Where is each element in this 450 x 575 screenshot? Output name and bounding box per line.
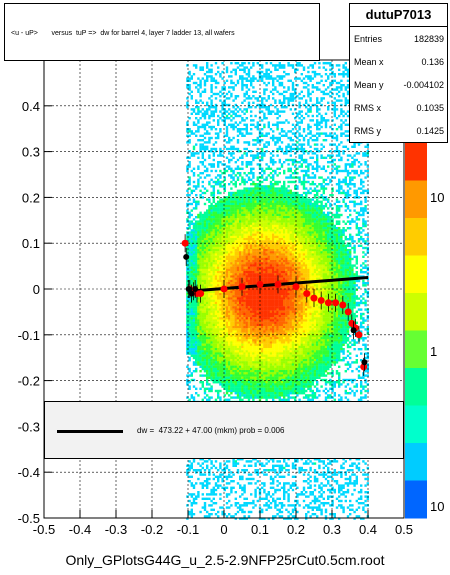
palette-cell [405, 330, 427, 369]
red-profile-point [339, 301, 347, 309]
black-profile-point [361, 359, 368, 366]
palette-cell [405, 143, 427, 181]
x-tick-label: -0.1 [177, 522, 199, 537]
black-profile-point [188, 290, 195, 297]
palette-cell [405, 180, 427, 219]
fit-text: dw = 473.22 + 47.00 (mkm) prob = 0.006 [137, 426, 285, 435]
red-profile-point [292, 283, 300, 291]
palette-cell [405, 443, 427, 481]
black-profile-point [192, 286, 199, 292]
x-tick-label: 0 [220, 522, 227, 537]
x-tick-label: 0.2 [287, 522, 305, 537]
palette-cell [405, 255, 427, 294]
palette-cell [405, 368, 427, 406]
y-tick-label: -0.5 [18, 511, 40, 526]
x-tick-label: -0.2 [141, 522, 163, 537]
y-tick-label: 0.4 [22, 99, 40, 114]
y-tick-label: 0 [33, 282, 40, 297]
stat-label: Mean y [354, 80, 384, 90]
x-tick-label: 0.4 [359, 522, 377, 537]
color-palette [405, 143, 427, 519]
y-tick-label: 0.2 [22, 190, 40, 205]
red-profile-point [197, 290, 205, 298]
red-profile-point [256, 280, 264, 288]
red-profile-point [360, 363, 368, 371]
stat-label: Mean x [354, 57, 384, 67]
x-tick-label: -0.5 [33, 522, 55, 537]
z-tick-label: 1 [430, 344, 437, 359]
red-profile-point [324, 299, 332, 307]
x-tick-label: -0.3 [105, 522, 127, 537]
fit-line-sample [57, 430, 123, 433]
x-tick-label: 0.1 [251, 522, 269, 537]
chart-title: <u - uP> versus tuP => dw for barrel 4, … [11, 30, 235, 37]
z-tick-label: 10 [430, 499, 444, 514]
y-tick-label: -0.4 [18, 465, 40, 480]
palette-cell [405, 218, 427, 256]
red-profile-point [238, 283, 246, 291]
palette-cell [405, 293, 427, 331]
stat-value: 0.1425 [416, 126, 444, 136]
y-tick-label: 0.1 [22, 236, 40, 251]
stat-value: 0.1035 [416, 103, 444, 113]
stats-name: dutuP7013 [350, 4, 447, 27]
red-profile-point [344, 308, 352, 316]
red-profile-point [220, 285, 228, 293]
y-tick-label: -0.3 [18, 419, 40, 434]
stats-box: dutuP7013 Entries 182839 Mean x 0.136 Me… [349, 3, 448, 143]
stat-label: Entries [354, 34, 383, 44]
title-box: <u - uP> versus tuP => dw for barrel 4, … [4, 3, 320, 61]
y-tick-label: 0.3 [22, 145, 40, 160]
stat-value: 182839 [413, 34, 444, 44]
x-tick-label: -0.4 [69, 522, 91, 537]
black-profile-point [183, 253, 190, 260]
red-profile-point [303, 290, 311, 298]
black-profile-point [185, 286, 192, 292]
fit-legend: dw = 473.22 + 47.00 (mkm) prob = 0.006 [44, 401, 404, 459]
red-profile-point [332, 299, 340, 307]
y-tick-label: -0.1 [18, 328, 40, 343]
stat-label: RMS y [354, 126, 381, 136]
red-profile-point [181, 239, 189, 247]
red-profile-point [274, 280, 282, 288]
palette-cell [405, 480, 427, 519]
palette-cell [405, 405, 427, 444]
red-profile-point [310, 294, 318, 302]
footer-filename: Only_GPlotsG44G_u_2.5-2.9NFP25rCut0.5cm.… [65, 552, 385, 568]
stat-value: -0.004102 [403, 80, 444, 90]
density-map [186, 62, 369, 520]
y-tick-label: -0.2 [18, 374, 40, 389]
x-tick-label: 0.5 [395, 522, 413, 537]
stat-label: RMS x [354, 103, 381, 113]
z-tick-label: 10 [430, 190, 444, 205]
stat-value: 0.136 [421, 57, 444, 67]
black-profile-point [350, 327, 357, 334]
red-profile-point [317, 296, 325, 304]
red-profile-point [355, 331, 363, 339]
x-tick-label: 0.3 [323, 522, 341, 537]
